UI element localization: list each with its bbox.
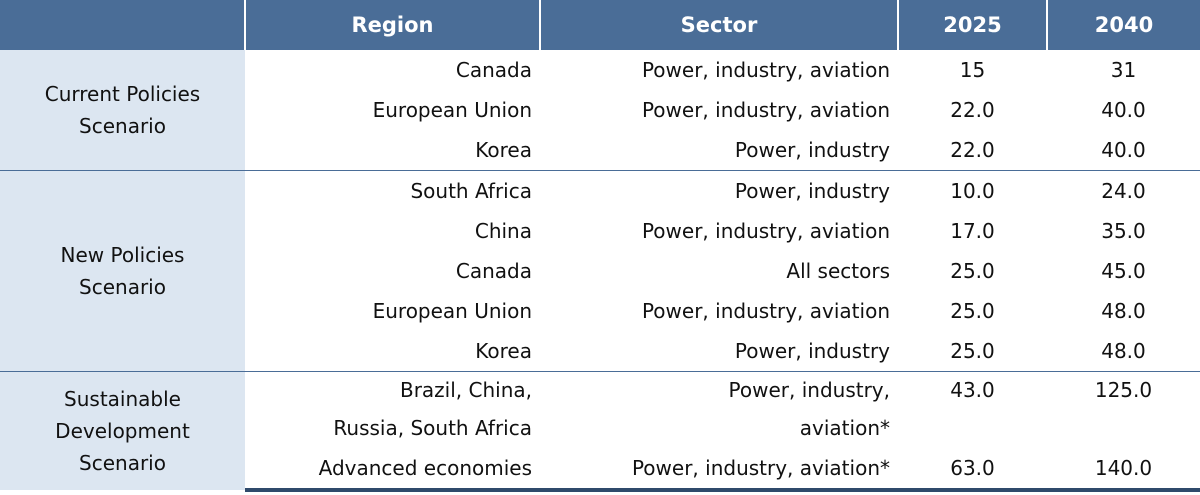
header-scenario (0, 0, 245, 50)
value-2025-cell: 63.0 (898, 448, 1047, 492)
value-2025-cell: 25.0 (950, 259, 995, 283)
value-2040-cell: 45.0 (1101, 259, 1146, 283)
sector-cell: Power, industry, (540, 371, 898, 408)
region-cell: European Union (372, 98, 532, 122)
table-row: Sustainable Development Scenario Brazil,… (0, 371, 1200, 490)
header-year-2040: 2040 (1046, 0, 1200, 50)
value-2040-cell: 40.0 (1101, 98, 1146, 122)
value-2040-cell: 140.0 (1047, 448, 1200, 492)
scenario-label-line: Scenario (79, 275, 166, 299)
value-2040-cell: 48.0 (1101, 339, 1146, 363)
sector-cell: Power, industry (734, 138, 890, 162)
scenario-cell: New Policies Scenario (0, 170, 245, 372)
region-cell: European Union (372, 299, 532, 323)
table-row: European Union Power, industry, aviation… (0, 291, 1200, 331)
scenario-cell: Sustainable Development Scenario (0, 371, 245, 490)
value-2025-cell: 15 (959, 58, 986, 82)
scenario-label-line: New Policies (60, 243, 185, 267)
scenario-cell: Current Policies Scenario (0, 50, 245, 171)
table-row: Korea Power, industry 22.0 40.0 (0, 130, 1200, 171)
table-body: Current Policies Scenario Canada Power, … (0, 50, 1200, 492)
header-year-2025: 2025 (897, 0, 1047, 50)
value-2040-cell: 125.0 (1047, 371, 1200, 408)
header-row: Region Sector 2025 2040 (0, 0, 1200, 50)
region-cell: Korea (475, 339, 532, 363)
region-cell: Canada (455, 259, 532, 283)
scenario-label-line: Development (55, 419, 190, 443)
table-row: New Policies Scenario South Africa Power… (0, 170, 1200, 372)
region-cell: Korea (475, 138, 532, 162)
value-2040-cell: 31 (1110, 58, 1137, 82)
table-row: Canada All sectors 25.0 45.0 (0, 251, 1200, 291)
sector-cell: Power, industry (734, 339, 890, 363)
sector-cell: Power, industry, aviation (641, 58, 890, 82)
value-2040-cell (1047, 408, 1200, 448)
scenario-label-line: Current Policies (44, 82, 201, 106)
table-row: Russia, South Africa aviation* (0, 408, 1200, 448)
region-cell: China (474, 219, 532, 243)
value-2025-cell (898, 408, 1047, 448)
value-2025-cell: 25.0 (950, 299, 995, 323)
table-row: Korea Power, industry 25.0 48.0 (0, 331, 1200, 372)
value-2040-cell: 40.0 (1101, 138, 1146, 162)
table-row: China Power, industry, aviation 17.0 35.… (0, 211, 1200, 251)
scenario-label-line: Scenario (79, 451, 166, 475)
value-2040-cell: 24.0 (1047, 170, 1200, 211)
sector-cell: aviation* (799, 416, 890, 440)
value-2025-cell: 22.0 (950, 138, 995, 162)
value-2025-cell: 10.0 (898, 170, 1047, 211)
value-2040-cell: 48.0 (1101, 299, 1146, 323)
header-sector: Sector (539, 0, 898, 50)
region-cell: South Africa (245, 170, 540, 211)
sector-cell: Power, industry, aviation (641, 219, 890, 243)
table-row: European Union Power, industry, aviation… (0, 90, 1200, 130)
region-cell: Brazil, China, (245, 371, 540, 408)
value-2040-cell: 35.0 (1101, 219, 1146, 243)
sector-cell: Power, industry, aviation* (540, 448, 898, 492)
value-2025-cell: 25.0 (950, 339, 995, 363)
table-row: Current Policies Scenario Canada Power, … (0, 50, 1200, 171)
scenario-label-line: Sustainable (64, 387, 181, 411)
table-row: Advanced economies Power, industry, avia… (0, 448, 1200, 492)
sector-cell: All sectors (786, 259, 890, 283)
region-cell: Advanced economies (245, 448, 540, 492)
value-2025-cell: 17.0 (950, 219, 995, 243)
value-2025-cell: 43.0 (898, 371, 1047, 408)
region-cell: Canada (455, 58, 532, 82)
value-2025-cell: 22.0 (950, 98, 995, 122)
scenario-label-line: Scenario (79, 114, 166, 138)
sector-cell: Power, industry, aviation (641, 98, 890, 122)
sector-cell: Power, industry, aviation (641, 299, 890, 323)
header-region: Region (244, 0, 540, 50)
sector-cell: Power, industry (540, 170, 898, 211)
region-cell: Russia, South Africa (333, 416, 532, 440)
